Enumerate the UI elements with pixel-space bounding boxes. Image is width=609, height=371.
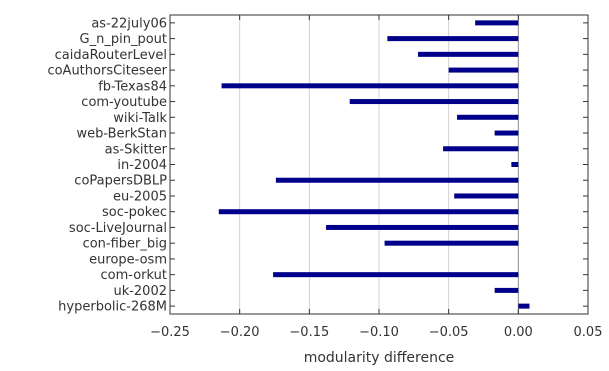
x-tick-label: −0.10 (359, 325, 399, 340)
y-tick-label: G_n_pin_pout (80, 32, 167, 47)
y-tick-labels: as-22july06G_n_pin_poutcaidaRouterLevelc… (47, 16, 167, 314)
bar (494, 287, 519, 293)
bar (448, 67, 519, 73)
y-tick-label: com-youtube (81, 95, 167, 110)
bar (349, 99, 519, 105)
bar (511, 162, 519, 167)
y-tick-label: as-Skitter (105, 142, 168, 157)
x-tick-label: −0.20 (220, 325, 260, 340)
bar (221, 83, 519, 89)
y-tick-label: coPapersDBLP (74, 174, 167, 189)
x-tick-label: 0.00 (504, 325, 533, 340)
bars (218, 20, 530, 309)
y-tick-label: europe-osm (89, 252, 167, 267)
grid-lines (169, 15, 589, 314)
y-tick-label: in-2004 (117, 158, 167, 173)
plot-frame (169, 14, 589, 315)
y-tick-label: soc-LiveJournal (69, 221, 167, 236)
y-tick-label: wiki-Talk (113, 111, 167, 126)
bar (387, 36, 519, 42)
y-tick-label: caidaRouterLevel (55, 48, 167, 63)
bar (273, 272, 519, 278)
bar (475, 20, 519, 26)
y-tick-label: web-BerkStan (77, 127, 167, 142)
bar (518, 303, 530, 309)
x-axis-title: modularity difference (304, 350, 455, 366)
bar (494, 130, 519, 136)
bar (326, 224, 519, 230)
x-tick-label: −0.15 (289, 325, 329, 340)
bar (384, 240, 519, 246)
bar (443, 146, 519, 152)
y-tick-label: as-22july06 (91, 16, 167, 31)
y-tick-label: coAuthorsCiteseer (47, 64, 167, 79)
y-tick-label: eu-2005 (113, 189, 167, 204)
bar (454, 193, 519, 199)
y-tick-label: soc-pokec (102, 205, 167, 220)
x-tick-label: −0.25 (150, 325, 190, 340)
x-tick-label: 0.05 (574, 325, 603, 340)
y-tick-label: uk-2002 (113, 284, 167, 299)
y-tick-label: com-orkut (101, 268, 167, 283)
bar (218, 209, 519, 215)
x-tick-label: −0.05 (429, 325, 469, 340)
bar (457, 114, 519, 120)
x-tick-labels: −0.25 −0.20 −0.15 −0.10 −0.05 0.00 0.05 (150, 325, 602, 340)
bar (275, 177, 519, 183)
y-tick-label: con-fiber_big (83, 237, 167, 252)
y-tick-label: fb-Texas84 (98, 79, 167, 94)
bar (418, 51, 519, 57)
y-tick-label: hyperbolic-268M (58, 300, 167, 315)
